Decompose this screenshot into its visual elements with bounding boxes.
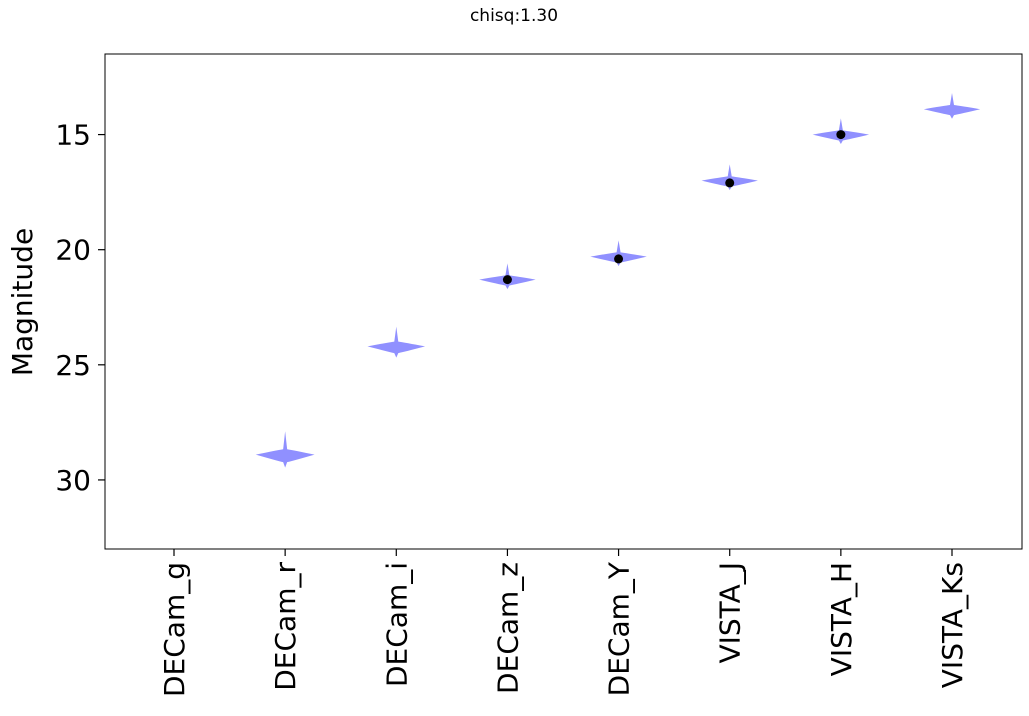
x-tick-label-DECam_r: DECam_r xyxy=(269,562,302,691)
observed-point-VISTA_H xyxy=(836,130,846,140)
violin-DECam_Y xyxy=(590,240,647,267)
x-tick-label-DECam_Y: DECam_Y xyxy=(603,561,636,696)
x-tick-label-VISTA_J: VISTA_J xyxy=(714,562,747,664)
x-tick-label-VISTA_Ks: VISTA_Ks xyxy=(936,562,969,688)
violin-VISTA_J xyxy=(701,164,758,191)
chart-title: chisq:1.30 xyxy=(470,6,558,26)
x-tick-label-DECam_z: DECam_z xyxy=(491,562,524,694)
y-tick-label-15: 15 xyxy=(55,119,91,152)
violin-DECam_r xyxy=(255,431,315,468)
x-tick-label-DECam_g: DECam_g xyxy=(158,562,191,697)
observed-point-DECam_Y xyxy=(614,254,624,264)
plot-area: 15 20 25 30 DECam_g DECam_r DECam_i DECam_z DECa… xyxy=(55,53,1023,697)
violin-DECam_i xyxy=(367,326,426,358)
y-tick-label-25: 25 xyxy=(55,349,91,382)
x-tick-label-DECam_i: DECam_i xyxy=(380,562,413,687)
y-tick-label-20: 20 xyxy=(55,234,91,267)
y-axis-label: Magnitude xyxy=(6,228,39,376)
x-tick-label-VISTA_H: VISTA_H xyxy=(825,562,858,676)
violin-VISTA_Ks xyxy=(923,93,981,119)
observed-point-VISTA_J xyxy=(725,178,735,188)
plot-frame xyxy=(104,53,1023,550)
observed-point-DECam_z xyxy=(502,275,512,285)
y-tick-label-30: 30 xyxy=(55,464,91,497)
